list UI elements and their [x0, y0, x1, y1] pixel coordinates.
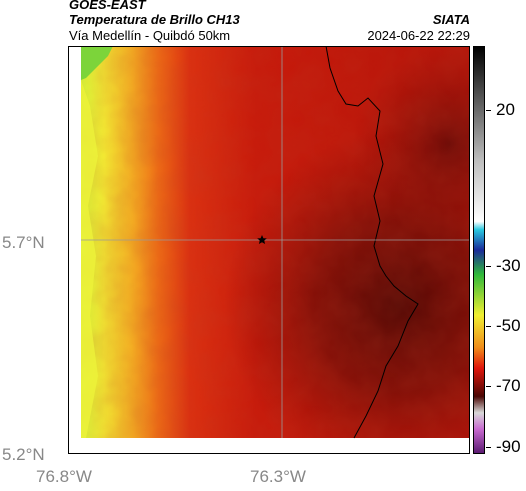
colorbar-tick-minus70: [486, 386, 491, 387]
yellow-cloud-edge: [81, 80, 98, 438]
satellite-title: GOES-EAST: [69, 0, 146, 12]
colorbar-gradient: [473, 46, 485, 454]
datetime-label: 2024-06-22 22:29: [367, 28, 470, 43]
map-frame: [68, 46, 470, 454]
colorbar-tick-minus30: [486, 266, 491, 267]
colorbar-label-20: 20: [496, 100, 515, 119]
region-subtitle: Vía Medellín - Quibdó 50km: [69, 28, 231, 43]
green-cloud-edge: [81, 46, 113, 80]
colorbar-label-minus30: -30: [496, 256, 521, 275]
brightness-temperature-map: [68, 46, 470, 454]
colorbar-tick-20: [486, 110, 491, 111]
product-title: Temperatura de Brillo CH13: [69, 12, 240, 27]
colorbar-label-minus50: -50: [496, 316, 521, 335]
border-line: [325, 46, 419, 439]
star-marker: [257, 235, 267, 244]
lat-label-5-7: 5.7°N: [2, 233, 45, 252]
lon-label-76-8: 76.8°W: [36, 467, 92, 486]
colorbar-label-minus90: -90: [496, 437, 521, 456]
colorbar-tick-minus50: [486, 326, 491, 327]
colorbar-tick-minus90: [486, 447, 491, 448]
colorbar: [473, 46, 485, 454]
lat-label-5-2: 5.2°N: [2, 445, 45, 464]
map-image: [68, 46, 470, 454]
lon-label-76-3: 76.3°W: [250, 467, 306, 486]
agency-label: SIATA: [432, 12, 470, 27]
colorbar-label-minus70: -70: [496, 376, 521, 395]
